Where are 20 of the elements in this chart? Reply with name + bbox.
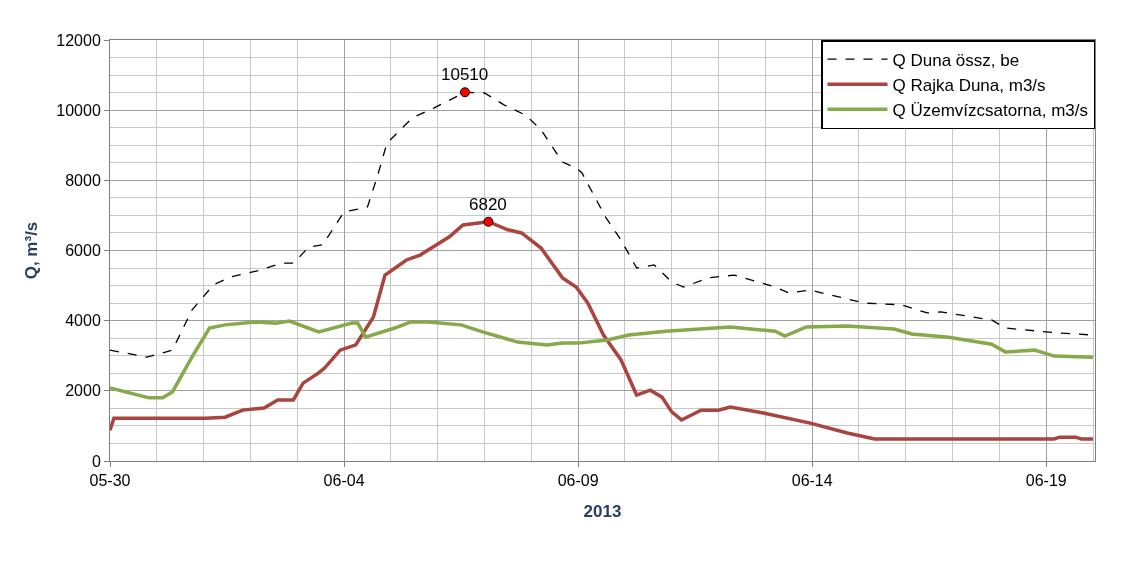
y-tick-label: 2000 [65,382,101,400]
y-tick-label: 12000 [56,31,101,49]
x-tick-label: 06-19 [1025,472,1067,490]
annotation: 10510 [441,65,489,84]
x-tick-label: 06-09 [557,472,599,490]
y-axis-title: Q, m³/s [21,221,41,280]
legend-label: Q Rajka Duna, m3/s [892,75,1046,95]
x-tick-label: 06-04 [323,472,365,490]
y-tick-label: 0 [91,452,101,470]
legend-label: Q Duna össz, be [892,50,1020,70]
y-tick-label: 4000 [65,312,101,330]
x-tick-label: 06-14 [791,472,833,490]
annotation: 6820 [469,195,507,214]
line-series [110,319,1095,400]
legend-label: Q Üzemvízcsatorna, m3/s [892,100,1089,120]
x-tick-label: 05-30 [89,472,131,490]
y-tick-label: 6000 [65,242,101,260]
y-tick-label: 8000 [65,171,101,189]
y-tick-label: 10000 [56,101,101,119]
x-axis-title: 2013 [583,501,622,521]
